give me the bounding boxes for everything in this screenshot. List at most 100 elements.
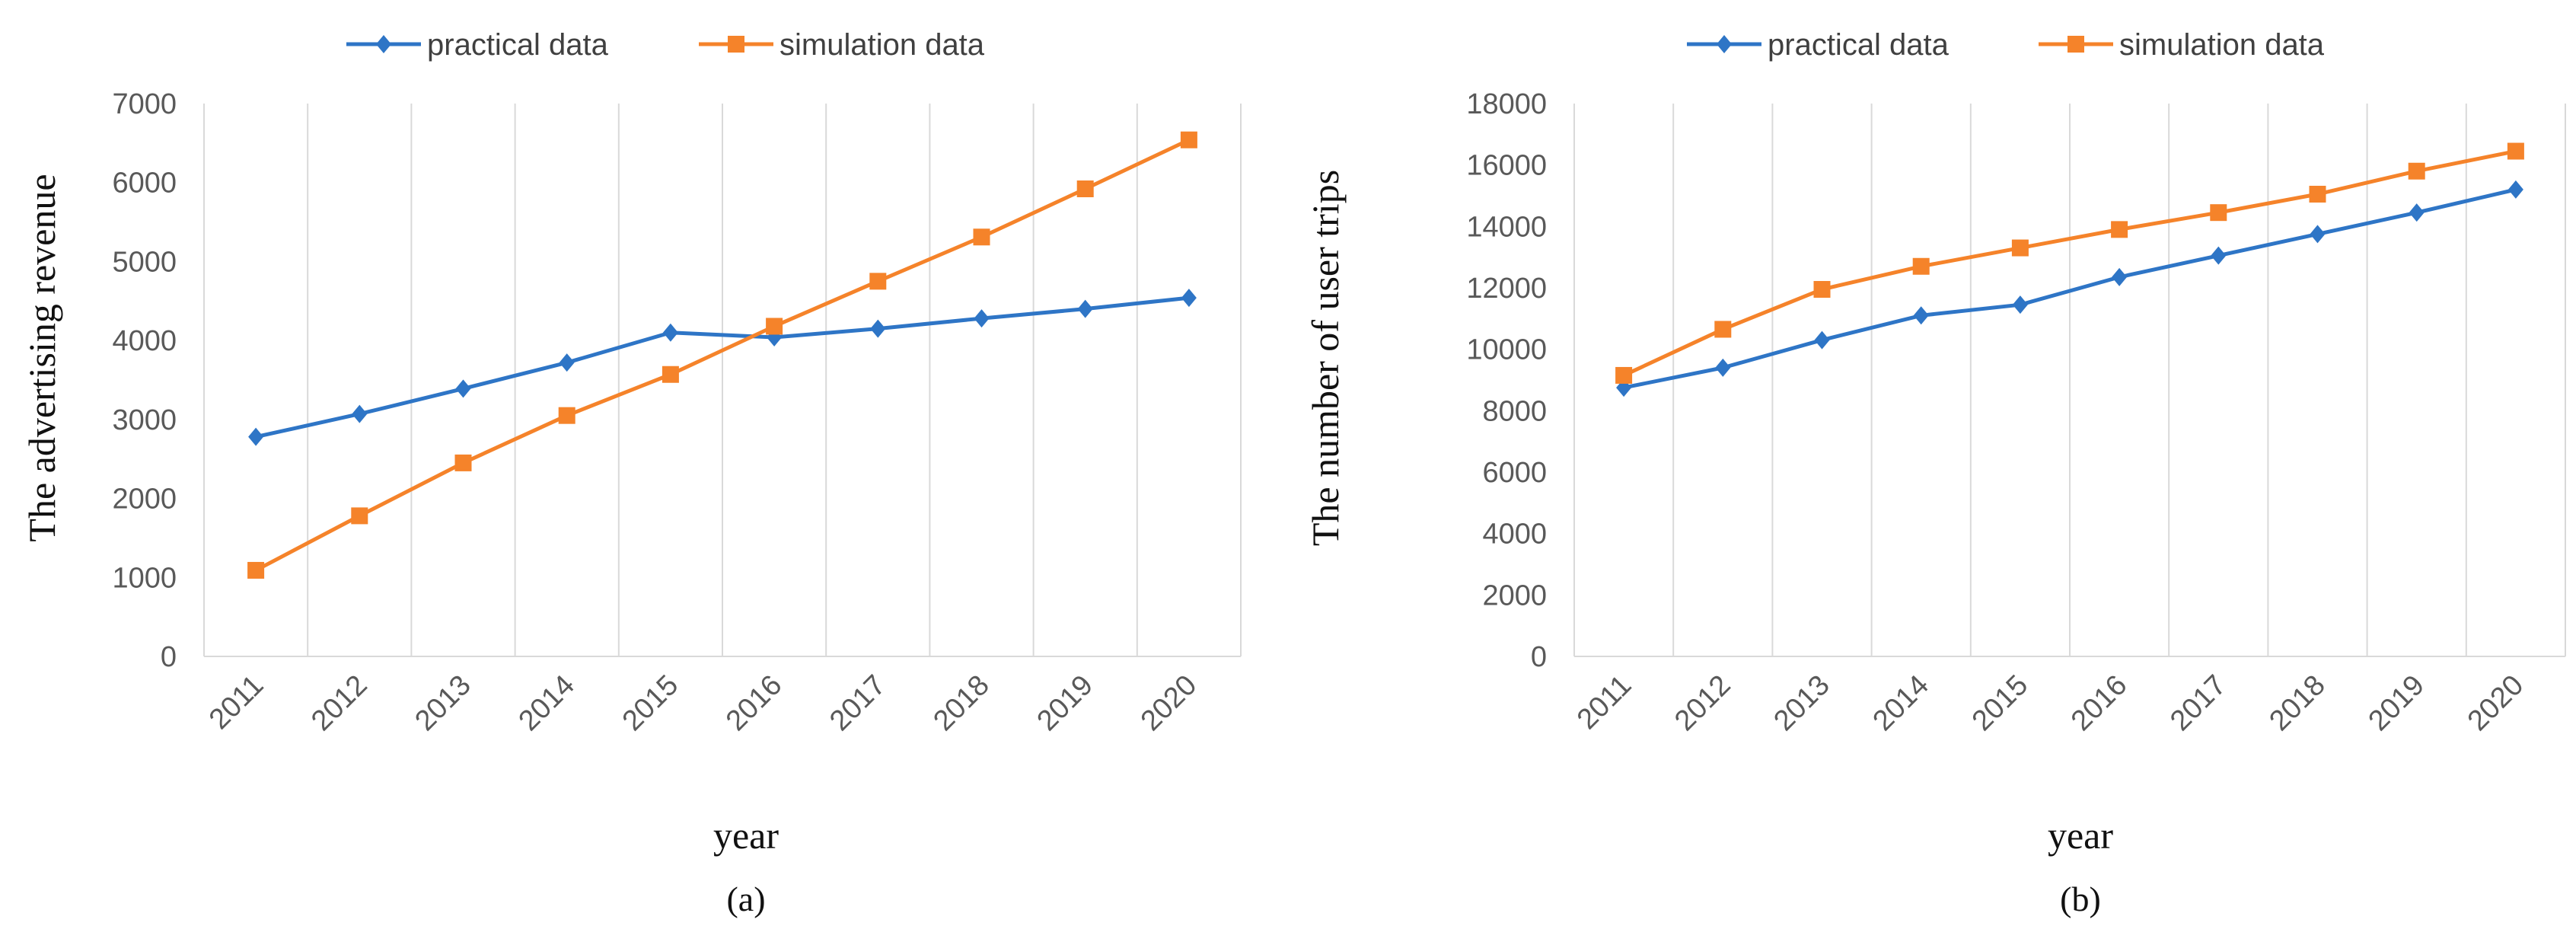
legend-label: simulation data xyxy=(2119,28,2325,62)
legend-marker xyxy=(1717,35,1732,53)
data-point xyxy=(455,379,471,398)
data-point xyxy=(2309,185,2326,203)
x-tick-label: 2012 xyxy=(1669,669,1736,737)
x-tick-label: 2020 xyxy=(2462,669,2530,737)
x-tick-label: 2014 xyxy=(1867,669,1935,737)
data-point xyxy=(2210,204,2227,222)
y-tick-label: 3000 xyxy=(112,404,177,436)
chart-panel-b: practical data simulation data 0 2000 4000 6… xyxy=(1288,0,2576,945)
y-tick-label: 2000 xyxy=(112,484,177,516)
x-tick-label: 2017 xyxy=(824,669,891,737)
data-point xyxy=(1814,330,1830,350)
advertising-revenue-chart: practical data simulation data 0 1000 2000 3… xyxy=(21,28,1242,918)
y-tick-label: 4000 xyxy=(1482,519,1547,551)
y-axis-title: The number of user trips xyxy=(1304,170,1347,546)
data-point xyxy=(248,427,264,446)
y-tick-label: 6000 xyxy=(1482,457,1547,489)
panel-caption: (a) xyxy=(726,880,765,918)
series-line xyxy=(254,138,1190,573)
x-tick-label: 2018 xyxy=(2263,669,2331,737)
y-axis-ticks: 0 1000 2000 3000 4000 5000 6000 7000 xyxy=(112,88,177,673)
y-tick-label: 2000 xyxy=(1482,579,1547,611)
data-point xyxy=(1714,321,1732,338)
y-tick-label: 0 xyxy=(161,641,177,673)
data-point xyxy=(1076,180,1094,198)
legend-label: practical data xyxy=(1768,28,1950,62)
y-axis-title: The advertising revenue xyxy=(21,174,63,541)
data-point xyxy=(1912,257,1930,275)
x-tick-label: 2015 xyxy=(1966,669,2034,737)
legend: practical data simulation data xyxy=(1687,28,2325,62)
x-tick-label: 2017 xyxy=(2164,669,2232,737)
x-tick-label: 2018 xyxy=(927,669,995,737)
data-point xyxy=(454,454,472,471)
y-tick-label: 1000 xyxy=(112,562,177,594)
data-point xyxy=(2012,295,2028,314)
x-tick-label: 2011 xyxy=(1571,669,1637,736)
y-tick-label: 7000 xyxy=(112,88,177,120)
legend-marker xyxy=(2067,36,2084,53)
data-point xyxy=(2111,221,2128,238)
series-line xyxy=(255,295,1190,439)
x-tick-label: 2011 xyxy=(203,669,269,736)
y-tick-label: 0 xyxy=(1531,641,1547,673)
x-tick-label: 2020 xyxy=(1135,669,1203,737)
data-point xyxy=(1813,281,1831,299)
y-tick-label: 4000 xyxy=(112,325,177,357)
data-point xyxy=(558,407,575,424)
y-axis-ticks: 0 2000 4000 6000 8000 10000 12000 14000 16000 180… xyxy=(1466,88,1547,673)
legend-marker xyxy=(376,35,391,53)
data-point xyxy=(1180,131,1197,148)
legend-label: simulation data xyxy=(779,28,985,62)
x-tick-label: 2013 xyxy=(1768,669,1835,737)
x-tick-label: 2014 xyxy=(513,669,581,737)
grid xyxy=(203,104,1242,657)
data-point xyxy=(2409,203,2425,222)
x-tick-label: 2013 xyxy=(409,669,477,737)
data-point xyxy=(247,561,265,579)
x-tick-label: 2019 xyxy=(1031,669,1099,737)
legend-label: practical data xyxy=(427,28,609,62)
data-point xyxy=(1077,299,1093,318)
data-point xyxy=(2011,239,2029,257)
y-tick-label: 16000 xyxy=(1466,150,1547,182)
x-tick-label: 2016 xyxy=(720,669,788,737)
data-point xyxy=(1715,358,1731,377)
y-tick-label: 18000 xyxy=(1466,88,1547,120)
x-axis-ticks: 2011 2012 2013 2014 2015 2016 2017 2018 2019 2020 xyxy=(203,669,1203,737)
series-line xyxy=(1623,187,2517,390)
x-axis-title: year xyxy=(2048,814,2113,857)
x-tick-label: 2012 xyxy=(305,669,373,737)
x-axis-ticks: 2011 2012 2013 2014 2015 2016 2017 2018 2019 2020 xyxy=(1571,669,2530,737)
data-point xyxy=(2507,180,2523,199)
user-trips-chart: practical data simulation data 0 2000 4000 6… xyxy=(1304,28,2566,918)
y-tick-label: 5000 xyxy=(112,246,177,278)
data-point xyxy=(974,309,990,328)
data-point xyxy=(766,318,783,335)
data-point xyxy=(351,507,368,525)
panel-caption: (b) xyxy=(2060,880,2101,918)
grid xyxy=(1573,104,2566,657)
x-tick-label: 2019 xyxy=(2363,669,2431,737)
data-point xyxy=(662,366,679,383)
data-point xyxy=(2507,142,2524,160)
data-point xyxy=(870,319,886,338)
series xyxy=(247,131,1197,579)
data-point xyxy=(2112,267,2128,286)
data-point xyxy=(662,323,678,342)
x-axis-title: year xyxy=(713,814,779,857)
data-point xyxy=(1181,289,1197,308)
y-tick-label: 8000 xyxy=(1482,395,1547,427)
data-point xyxy=(973,228,990,246)
data-point xyxy=(1913,306,1929,325)
data-point xyxy=(869,273,887,290)
data-point xyxy=(559,353,575,372)
y-tick-label: 10000 xyxy=(1466,334,1547,366)
data-point xyxy=(2408,162,2425,180)
data-point xyxy=(2211,246,2227,265)
data-point xyxy=(352,404,368,423)
y-tick-label: 14000 xyxy=(1466,211,1547,243)
series xyxy=(1615,142,2524,397)
chart-panel-a: practical data simulation data 0 1000 2000 3… xyxy=(21,28,1242,918)
y-tick-label: 6000 xyxy=(112,168,177,200)
